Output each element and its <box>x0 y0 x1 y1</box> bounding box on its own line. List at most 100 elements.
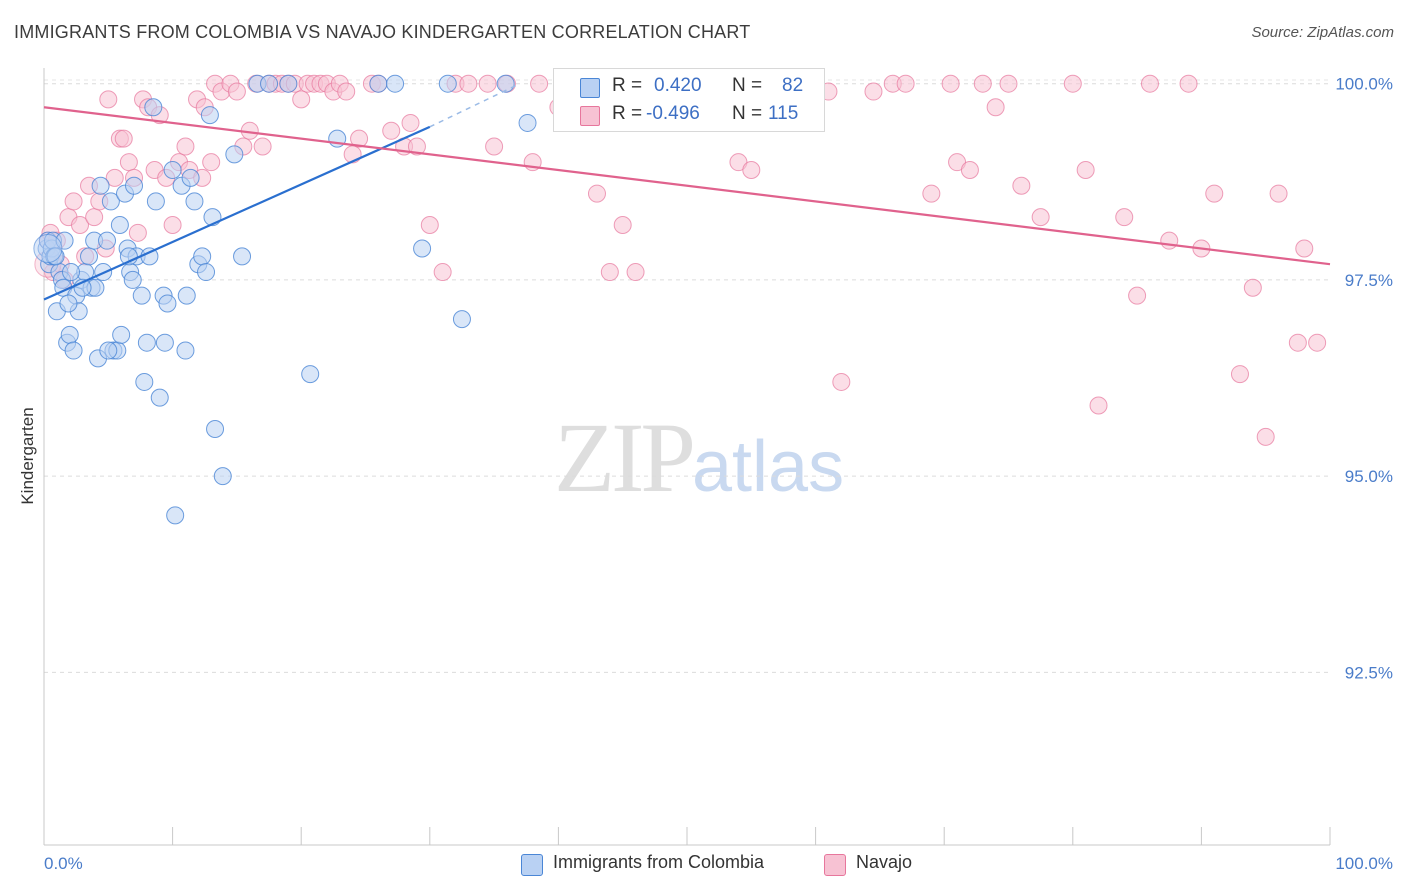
navajo-point <box>999 74 1018 93</box>
colombia-point <box>438 74 457 93</box>
navajo-point <box>1089 396 1108 415</box>
navajo-point <box>626 263 645 282</box>
navajo-point <box>1256 427 1275 446</box>
colombia-point <box>225 145 244 164</box>
colombia-point <box>158 294 177 313</box>
stats-row-navajo: R = -0.496 N = 115 <box>554 100 824 128</box>
colombia-point <box>144 98 163 117</box>
colombia-point <box>213 467 232 486</box>
navajo-point <box>163 215 182 234</box>
navajo-point <box>64 192 83 211</box>
y-tick-label: 92.5% <box>1345 663 1393 682</box>
colombia-point <box>132 286 151 305</box>
navajo-point <box>1128 286 1147 305</box>
navajo-point <box>407 137 426 156</box>
colombia-point <box>193 247 212 266</box>
colombia-point <box>233 247 252 266</box>
navajo-point <box>941 74 960 93</box>
legend-swatch-colombia <box>521 854 543 876</box>
navajo-point <box>1269 184 1288 203</box>
colombia-points <box>33 74 537 525</box>
colombia-point <box>64 341 83 360</box>
colombia-point <box>135 372 154 391</box>
navajo-point <box>1031 208 1050 227</box>
navajo-point <box>1115 208 1134 227</box>
axes <box>43 68 1331 846</box>
navajo-point <box>382 121 401 140</box>
legend-label-navajo: Navajo <box>856 852 913 872</box>
colombia-point <box>155 333 174 352</box>
source-credit: Source: ZipAtlas.com <box>1251 24 1394 41</box>
x-tick-label: 100.0% <box>1335 854 1393 873</box>
navajo-point <box>119 153 138 172</box>
colombia-point <box>137 333 156 352</box>
navajo-point <box>85 208 104 227</box>
colombia-point <box>177 286 196 305</box>
watermark: ZIPatlas <box>554 400 844 515</box>
navajo-point <box>1012 176 1031 195</box>
navajo-point <box>864 82 883 101</box>
navajo-point <box>530 74 549 93</box>
y-tick-label: 95.0% <box>1345 467 1393 486</box>
colombia-point <box>386 74 405 93</box>
colombia-point <box>176 341 195 360</box>
navajo-point <box>960 161 979 180</box>
navajo-point <box>1140 74 1159 93</box>
swatch-navajo <box>580 106 600 126</box>
n-label: N = <box>732 103 763 124</box>
colombia-point <box>33 234 63 264</box>
navajo-point <box>922 184 941 203</box>
n-label: N = <box>732 75 763 96</box>
navajo-point <box>613 215 632 234</box>
navajo-point <box>202 153 221 172</box>
navajo-point <box>478 74 497 93</box>
navajo-point <box>128 223 147 242</box>
stats-legend-box: R = 0.420 N = 82 R = -0.496 N = 115 <box>553 68 825 132</box>
navajo-point <box>105 168 124 187</box>
navajo-point <box>176 137 195 156</box>
colombia-point <box>59 294 78 313</box>
navajo-point <box>1160 231 1179 250</box>
legend-swatch-navajo <box>824 854 846 876</box>
colombia-point <box>166 506 185 525</box>
navajo-point <box>1295 239 1314 258</box>
colombia-point <box>112 325 131 344</box>
colombia-point <box>206 420 225 439</box>
navajo-point <box>350 129 369 148</box>
navajo-point <box>896 74 915 93</box>
colombia-point <box>452 310 471 329</box>
trend-lines <box>43 83 1331 301</box>
colombia-point <box>80 247 99 266</box>
colombia-point <box>91 176 110 195</box>
colombia-point <box>146 192 165 211</box>
colombia-point <box>185 192 204 211</box>
navajo-point <box>1063 74 1082 93</box>
navajo-point <box>1076 161 1095 180</box>
navajo-point <box>71 215 90 234</box>
colombia-trend-extension <box>429 83 521 128</box>
colombia-point <box>98 231 117 250</box>
tick-labels: 100.0% 97.5% 95.0% 92.5% 0.0% 100.0% Kindergar… <box>18 75 1393 873</box>
navajo-point <box>742 161 761 180</box>
navajo-point <box>1288 333 1307 352</box>
r-value: 0.420 <box>654 75 702 96</box>
navajo-point <box>420 215 439 234</box>
r-label: R = <box>612 103 643 124</box>
chart-title: IMMIGRANTS FROM COLOMBIA VS NAVAJO KINDE… <box>14 22 751 42</box>
navajo-trend-line <box>43 106 1331 266</box>
colombia-point <box>301 365 320 384</box>
navajo-point <box>433 263 452 282</box>
colombia-point <box>110 215 129 234</box>
navajo-point <box>1179 74 1198 93</box>
navajo-point <box>1230 365 1249 384</box>
y-axis-label: Kindergarten <box>18 407 37 504</box>
r-label: R = <box>612 75 643 96</box>
colombia-point <box>413 239 432 258</box>
x-tick-label: 0.0% <box>44 854 83 873</box>
colombia-point <box>99 341 118 360</box>
colombia-point <box>200 106 219 125</box>
y-tick-label: 97.5% <box>1345 271 1393 290</box>
n-value: 115 <box>768 103 799 124</box>
colombia-point <box>125 176 144 195</box>
